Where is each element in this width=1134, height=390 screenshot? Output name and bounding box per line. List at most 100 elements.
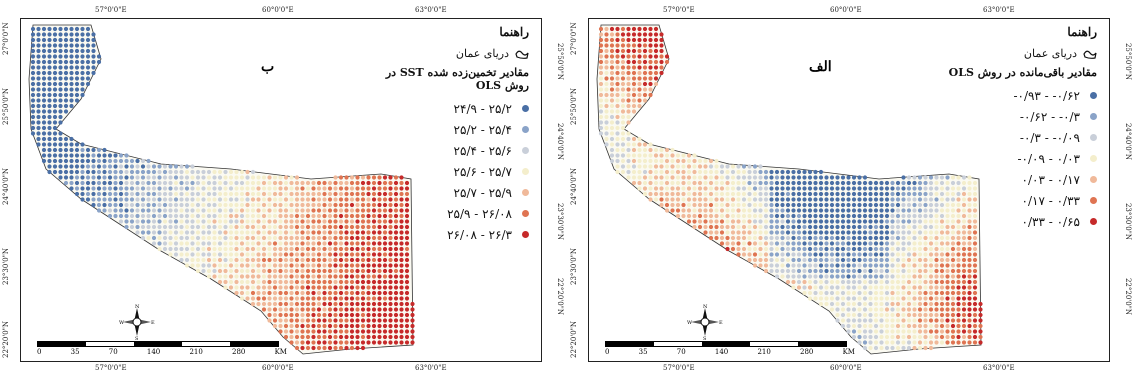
sample-point — [294, 296, 300, 301]
sample-point — [179, 208, 184, 213]
sample-point — [129, 191, 135, 197]
sea-label: دریای عمان — [455, 47, 509, 60]
sample-point — [912, 175, 917, 180]
sample-point — [967, 296, 972, 301]
sample-point — [91, 180, 96, 186]
sample-point — [228, 208, 234, 213]
sample-point — [360, 175, 366, 180]
sample-point — [967, 208, 972, 213]
sample-point — [846, 279, 851, 285]
sample-point — [851, 191, 857, 197]
sample-point — [725, 224, 730, 230]
sample-point — [697, 202, 703, 208]
sample-point — [404, 186, 410, 191]
sample-point — [857, 279, 862, 285]
sea-icon — [1083, 50, 1097, 59]
sample-point — [752, 263, 758, 268]
sample-point — [305, 186, 311, 191]
sample-point — [818, 175, 824, 180]
sample-point — [399, 252, 404, 257]
sample-point — [824, 191, 829, 197]
sample-point — [74, 164, 80, 169]
sample-point — [747, 191, 752, 197]
sample-point — [873, 268, 879, 274]
sample-point — [80, 197, 85, 202]
sample-point — [774, 180, 780, 186]
sample-point — [333, 202, 338, 208]
sample-point — [327, 279, 333, 285]
sample-point — [74, 65, 80, 70]
sample-point — [250, 219, 256, 224]
sample-point — [333, 290, 338, 296]
sample-point — [857, 257, 862, 263]
sample-point — [250, 230, 256, 235]
sample-point — [217, 241, 223, 246]
sample-point — [637, 169, 642, 175]
sample-point — [344, 318, 349, 323]
sample-point — [928, 197, 934, 202]
sample-point — [967, 180, 972, 186]
sample-point — [206, 257, 212, 263]
sample-point — [972, 180, 978, 186]
sample-point — [74, 43, 80, 48]
sample-point — [857, 323, 862, 329]
sample-point — [923, 246, 928, 252]
sample-point — [36, 32, 41, 37]
sample-point — [791, 257, 796, 263]
sample-point — [972, 290, 978, 296]
sample-point — [382, 219, 388, 224]
sample-point — [967, 318, 972, 323]
sample-point — [912, 334, 917, 340]
sample-point — [659, 197, 664, 202]
sample-point — [300, 213, 305, 219]
sample-point — [217, 219, 223, 224]
sample-point — [681, 202, 686, 208]
sample-point — [63, 103, 69, 109]
sample-point — [113, 158, 118, 164]
sample-point — [327, 290, 333, 296]
sample-point — [609, 81, 615, 87]
sample-point — [179, 186, 184, 191]
sample-point — [289, 235, 294, 241]
sample-point — [322, 345, 327, 351]
sample-point — [47, 147, 52, 153]
sample-point — [675, 186, 681, 191]
sample-point — [802, 246, 807, 252]
sample-point — [890, 345, 895, 351]
sample-point — [382, 197, 388, 202]
sample-point — [58, 32, 63, 37]
sample-point — [774, 257, 780, 263]
sample-point — [648, 26, 653, 32]
sample-point — [741, 213, 747, 219]
sample-point — [107, 180, 113, 186]
sample-point — [609, 54, 615, 59]
sample-point — [47, 164, 52, 169]
sample-point — [118, 164, 124, 169]
sample-point — [708, 219, 714, 224]
sample-point — [906, 263, 912, 268]
sample-point — [69, 147, 74, 153]
sample-point — [961, 274, 967, 279]
sample-point — [901, 340, 906, 345]
sample-point — [80, 169, 85, 175]
sample-point — [813, 263, 818, 268]
sample-point — [228, 186, 234, 191]
sample-point — [305, 197, 311, 202]
sample-point — [802, 191, 807, 197]
sample-point — [846, 263, 851, 268]
sample-point — [69, 175, 74, 180]
sample-point — [289, 301, 294, 307]
sample-point — [961, 307, 967, 312]
sample-point — [135, 175, 140, 180]
sample-point — [868, 268, 873, 274]
sample-point — [58, 103, 63, 109]
sample-point — [950, 274, 956, 279]
sample-point — [118, 169, 124, 175]
sample-point — [868, 312, 873, 318]
sample-point — [206, 197, 212, 202]
sample-point — [846, 290, 851, 296]
sample-point — [620, 120, 626, 125]
sample-point — [305, 301, 311, 307]
sample-point — [41, 37, 47, 43]
sample-point — [377, 340, 382, 345]
